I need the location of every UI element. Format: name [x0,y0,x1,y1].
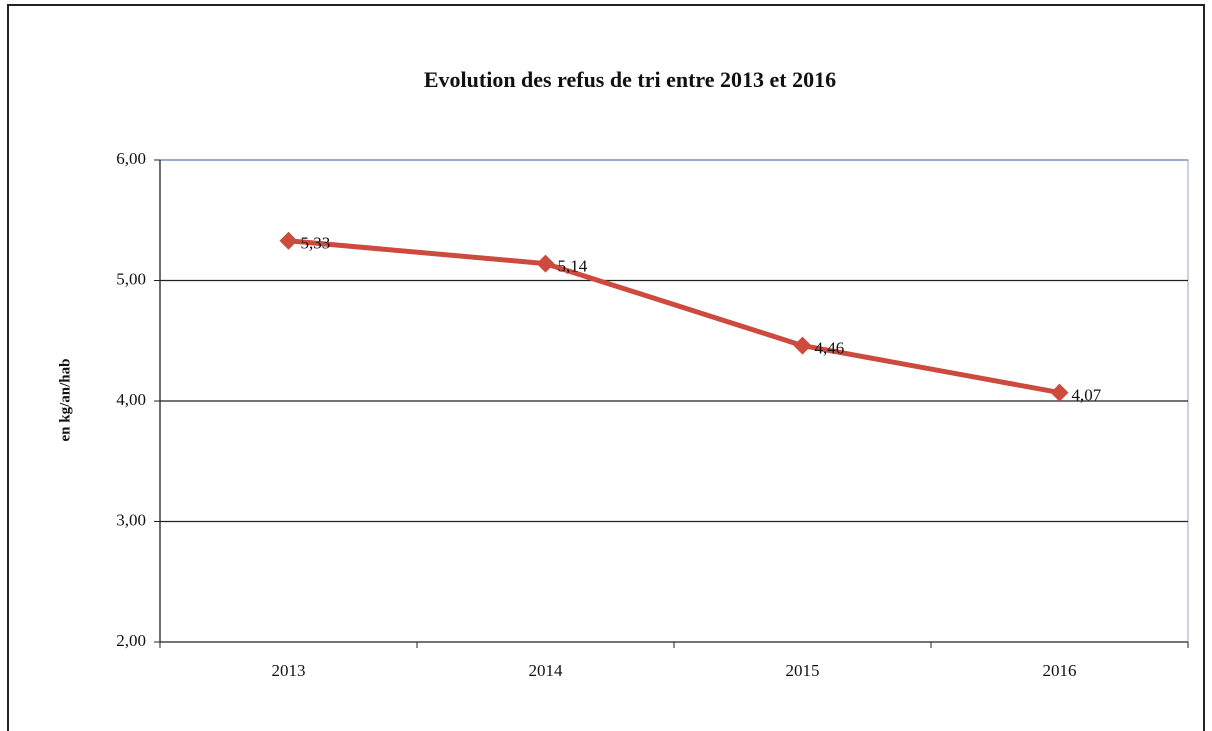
marker [1050,383,1069,402]
x-tick-label: 2013 [272,661,306,680]
data-label: 4,07 [1072,385,1102,404]
data-label: 5,33 [301,234,331,253]
x-tick-label: 2016 [1043,661,1077,680]
chart-frame [7,4,1205,731]
y-tick-label: 2,00 [116,631,146,650]
y-tick-label: 4,00 [116,390,146,409]
y-tick-label: 3,00 [116,510,146,529]
y-tick-label: 6,00 [116,149,146,168]
marker [793,336,812,355]
chart-title: Evolution des refus de tri entre 2013 et… [424,67,836,92]
marker [279,231,298,250]
data-label: 5,14 [558,257,588,276]
line [288,238,1060,396]
y-tick-label: 5,00 [116,269,146,288]
data-label: 4,46 [815,338,845,357]
x-tick-label: 2014 [529,661,564,680]
y-axis-label: en kg/an/hab [57,359,73,442]
x-tick-label: 2015 [786,661,820,680]
marker [536,254,555,273]
